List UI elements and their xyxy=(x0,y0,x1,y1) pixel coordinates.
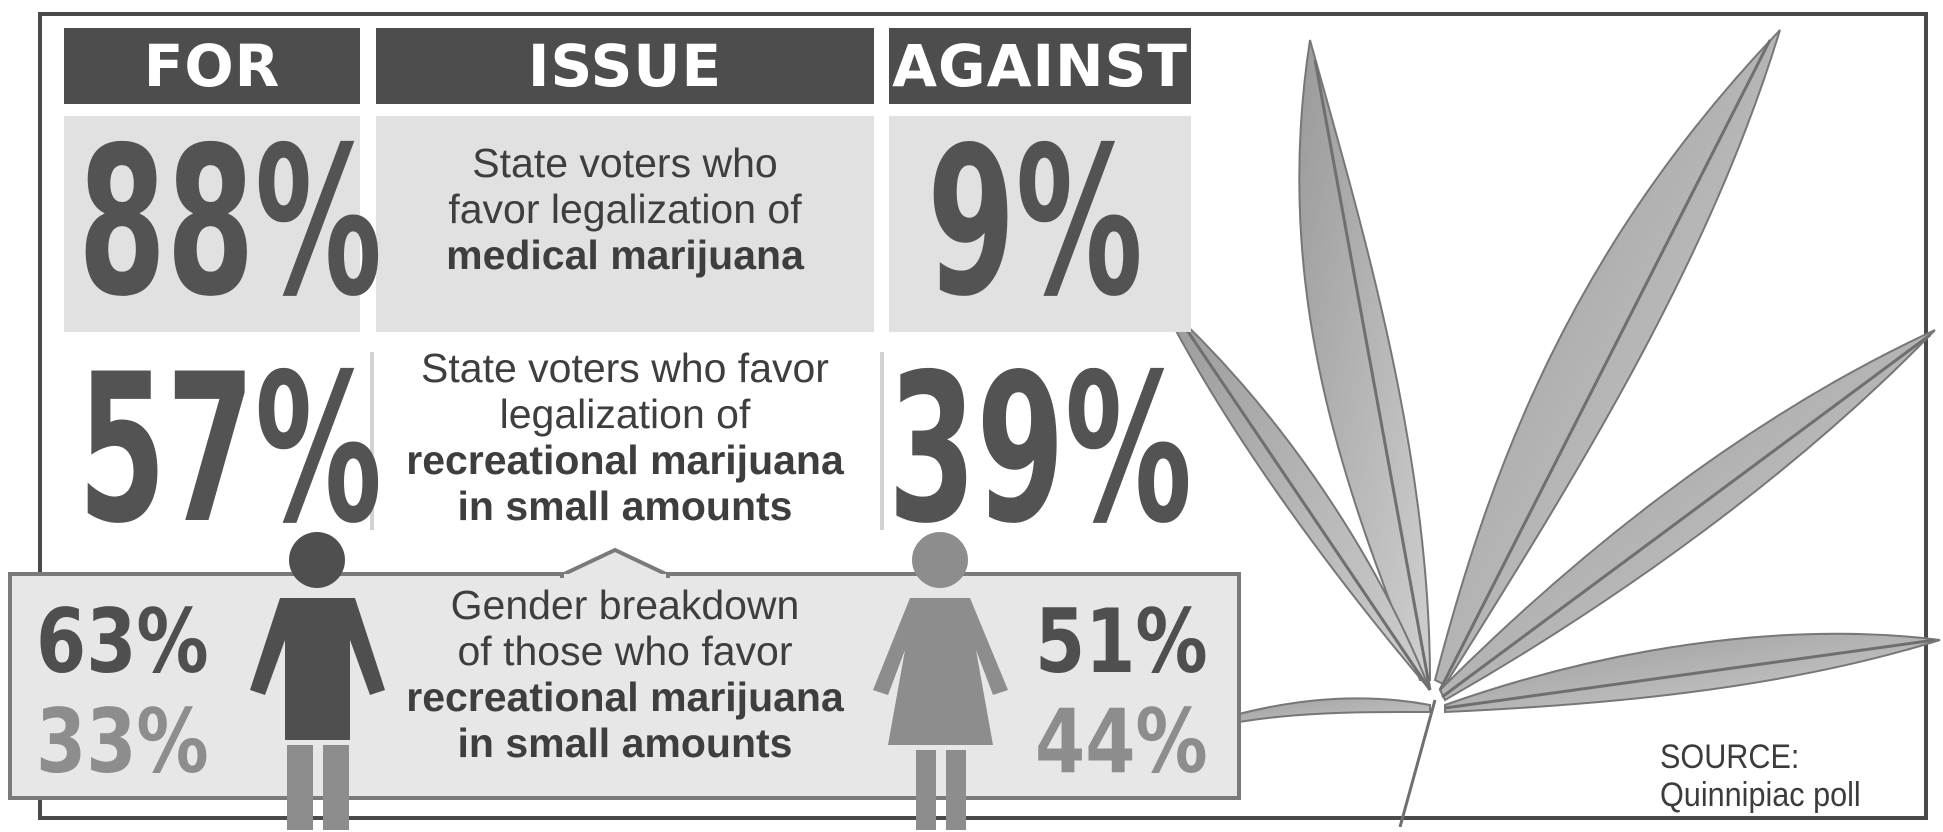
gender-issue-text: Gender breakdown of those who favor recr… xyxy=(376,582,874,766)
row1-for-cell xyxy=(64,116,360,332)
marijuana-leaf-image xyxy=(1100,0,1943,828)
issue-line: State voters who xyxy=(472,140,778,186)
issue-bold-line: recreational marijuana xyxy=(406,437,844,483)
issue-bold-line: recreational marijuana xyxy=(406,674,844,720)
row2-against-value: 39% xyxy=(887,331,1193,569)
female-figure-icon xyxy=(873,532,1008,830)
row2-issue-text: State voters who favor legalization of r… xyxy=(376,345,874,529)
row1-issue-cell xyxy=(376,116,874,332)
row1-against-cell xyxy=(889,116,1191,332)
source-credit: SOURCE: Quinnipiac poll xyxy=(1660,738,1861,814)
divider-line xyxy=(880,352,884,530)
header-issue: ISSUE xyxy=(376,28,874,104)
issue-line: favor legalization of xyxy=(448,186,802,232)
issue-line: legalization of xyxy=(499,391,751,437)
row1-against-value: 9% xyxy=(927,104,1143,342)
callout-pointer xyxy=(560,548,670,578)
divider-line xyxy=(370,352,374,530)
male-figure-icon xyxy=(250,532,385,830)
issue-bold-line: in small amounts xyxy=(457,483,793,529)
issue-line: of those who favor xyxy=(457,628,793,674)
source-name: Quinnipiac poll xyxy=(1660,776,1861,814)
issue-bold-line: medical marijuana xyxy=(446,232,804,278)
header-against: AGAINST xyxy=(889,28,1191,104)
female-against-value: 44% xyxy=(1035,690,1208,793)
gender-breakdown-box xyxy=(8,572,1241,800)
issue-line: State voters who favor xyxy=(421,345,829,391)
male-against-value: 33% xyxy=(36,690,209,793)
male-for-value: 63% xyxy=(36,590,209,693)
source-label: SOURCE: xyxy=(1660,738,1800,776)
row1-issue-text: State voters who favor legalization of m… xyxy=(376,140,874,278)
female-for-value: 51% xyxy=(1035,590,1208,693)
issue-bold-line: in small amounts xyxy=(457,720,793,766)
row2-for-value: 57% xyxy=(77,331,383,569)
header-for: FOR xyxy=(64,28,360,104)
issue-line: Gender breakdown xyxy=(450,582,800,628)
row1-for-value: 88% xyxy=(77,104,383,342)
